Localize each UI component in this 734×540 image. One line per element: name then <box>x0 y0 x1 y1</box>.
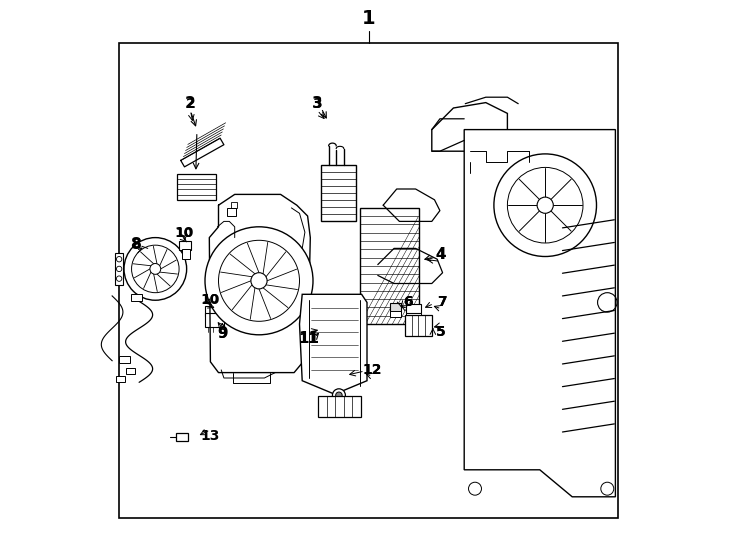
Bar <box>205 306 220 316</box>
Text: 10: 10 <box>200 293 220 307</box>
Polygon shape <box>464 130 615 497</box>
Text: 7: 7 <box>437 295 446 309</box>
Text: 13: 13 <box>200 429 220 443</box>
Circle shape <box>251 273 267 289</box>
Text: 9: 9 <box>217 327 227 341</box>
Bar <box>205 313 224 327</box>
Circle shape <box>335 392 342 399</box>
Polygon shape <box>115 253 123 285</box>
Bar <box>131 294 142 301</box>
Bar <box>390 303 401 312</box>
Polygon shape <box>432 103 507 151</box>
Text: 5: 5 <box>435 325 446 339</box>
Bar <box>179 241 191 250</box>
Text: 2: 2 <box>185 96 196 111</box>
Text: 11: 11 <box>299 332 319 346</box>
Bar <box>390 311 401 317</box>
Text: 11: 11 <box>298 331 319 346</box>
Text: 12: 12 <box>363 363 382 377</box>
Text: 3: 3 <box>313 97 322 111</box>
Circle shape <box>205 227 313 335</box>
Bar <box>182 249 190 259</box>
Text: 6: 6 <box>403 295 413 309</box>
Circle shape <box>494 154 597 256</box>
Circle shape <box>150 264 161 274</box>
Bar <box>319 396 360 417</box>
Bar <box>360 208 419 324</box>
Bar <box>176 433 188 441</box>
Text: 5: 5 <box>435 325 446 339</box>
Text: 12: 12 <box>363 363 382 377</box>
Text: 10: 10 <box>175 227 193 240</box>
Text: 4: 4 <box>435 248 446 262</box>
Text: 9: 9 <box>217 326 228 341</box>
Bar <box>205 315 220 324</box>
Bar <box>227 208 236 216</box>
Bar <box>117 376 125 382</box>
Bar <box>231 202 237 208</box>
Bar <box>406 304 421 313</box>
Bar <box>177 174 216 200</box>
Circle shape <box>124 238 186 300</box>
Bar <box>321 165 356 221</box>
Text: 10: 10 <box>175 226 195 240</box>
Text: 8: 8 <box>131 237 141 251</box>
Polygon shape <box>299 294 367 394</box>
Text: 7: 7 <box>437 295 446 309</box>
Text: 8: 8 <box>131 237 141 252</box>
Text: 4: 4 <box>435 247 446 262</box>
Bar <box>404 315 432 336</box>
Text: 3: 3 <box>312 96 323 111</box>
Text: 2: 2 <box>186 97 195 111</box>
Bar <box>119 43 618 518</box>
Text: 1: 1 <box>362 9 375 29</box>
Bar <box>126 368 135 374</box>
Circle shape <box>507 167 583 243</box>
Text: 6: 6 <box>403 295 413 309</box>
Circle shape <box>537 197 553 213</box>
Bar <box>406 313 421 321</box>
Bar <box>119 356 131 363</box>
Text: 10: 10 <box>202 293 219 306</box>
Circle shape <box>333 389 346 402</box>
